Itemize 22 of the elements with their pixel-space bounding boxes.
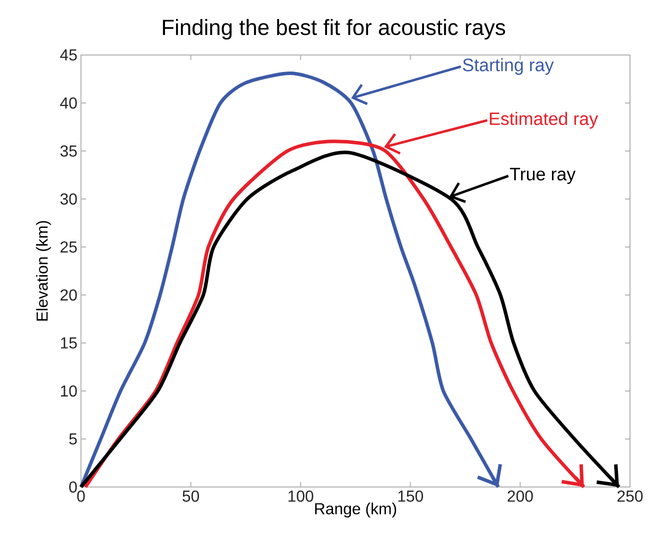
y-tick-label: 10: [60, 385, 77, 397]
x-tick-label: 150: [398, 490, 424, 502]
x-tick-label: 100: [288, 490, 314, 502]
y-tick-label: 40: [60, 97, 77, 109]
y-tick-label: 0: [69, 481, 77, 493]
y-tick-label: 30: [60, 193, 77, 205]
x-tick-label: 250: [618, 490, 643, 502]
y-tick-label: 45: [60, 49, 77, 61]
x-axis-title: Range (km): [315, 502, 396, 518]
y-tick-label: 25: [60, 241, 77, 253]
annotation: Estimated ray: [490, 112, 598, 129]
annotation: Starting ray: [462, 58, 554, 75]
annotation: True ray: [510, 168, 576, 184]
y-tick-label: 35: [60, 145, 77, 157]
y-tick-label: 5: [69, 433, 77, 445]
x-tick-label: 200: [508, 490, 533, 502]
y-tick-label: 20: [60, 289, 77, 301]
y-tick-label: 15: [60, 337, 77, 349]
x-tick-label: 50: [182, 490, 200, 502]
x-tick-label: 0: [77, 490, 85, 502]
chart-title: Finding the best fit for acoustic rays: [162, 19, 506, 40]
y-axis-title: Elevation (km): [36, 221, 51, 321]
